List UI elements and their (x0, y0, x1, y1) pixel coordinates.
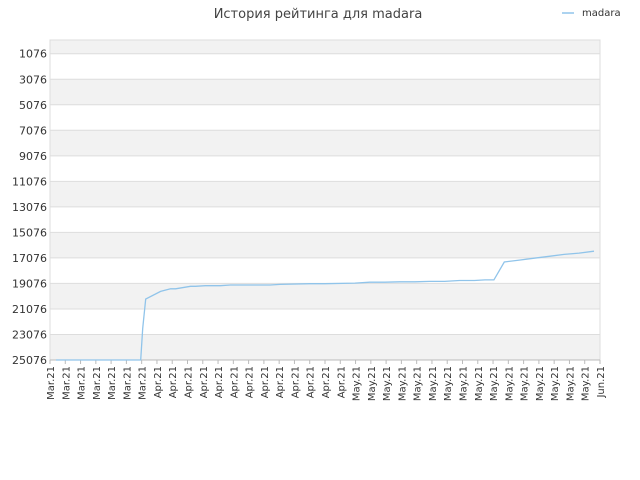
x-tick-label: Mar.21 (77, 366, 88, 400)
grid-band (50, 130, 600, 156)
x-tick-label: May.21 (565, 366, 576, 401)
y-tick-label: 23076 (12, 328, 47, 341)
grid-band (50, 40, 600, 54)
y-tick-label: 5076 (19, 99, 47, 112)
y-tick-label: 19076 (12, 277, 47, 290)
grid-band (50, 181, 600, 207)
grid-band (50, 334, 600, 360)
x-tick-label: May.21 (520, 366, 531, 401)
x-tick-label: Apr.21 (184, 366, 195, 398)
y-tick-label: 9076 (19, 150, 47, 163)
y-tick-label: 25076 (12, 354, 47, 367)
x-tick-label: Apr.21 (199, 366, 210, 398)
y-axis: 1076 3076 5076 7076 9076 11076 13076 15076 17076… (12, 48, 47, 367)
legend[interactable]: madara (562, 8, 621, 19)
x-tick-label: Apr.21 (260, 366, 271, 398)
x-tick-label: Apr.21 (153, 366, 164, 398)
background-bands (50, 40, 600, 360)
chart-title: История рейтинга для madara (214, 7, 423, 22)
series-lines (56, 250, 595, 361)
x-tick-label: May.21 (367, 366, 378, 401)
x-tick-label: Mar.21 (138, 366, 149, 400)
y-tick-label: 11076 (12, 175, 47, 188)
series-line-madara (56, 250, 595, 361)
x-tick-label: Mar.21 (61, 366, 72, 400)
x-tick-label: Apr.21 (168, 366, 179, 398)
x-tick-label: Mar.21 (107, 366, 118, 400)
x-tick-label: May.21 (397, 366, 408, 401)
x-tick-label: May.21 (489, 366, 500, 401)
x-tick-label: Jun.21 (596, 366, 607, 399)
y-tick-label: 17076 (12, 252, 47, 265)
x-tick-label: May.21 (581, 366, 592, 401)
x-tick-label: May.21 (413, 366, 424, 401)
x-tick-label: May.21 (474, 366, 485, 401)
x-axis: Mar.21 Mar.21 Mar.21 Mar.21 Mar.21 Mar.21 Mar.… (46, 360, 607, 401)
x-tick-label: Mar.21 (92, 366, 103, 400)
x-tick-label: Apr.21 (321, 366, 332, 398)
x-tick-label: Apr.21 (275, 366, 286, 398)
grid-band (50, 283, 600, 309)
x-tick-label: Apr.21 (245, 366, 256, 398)
x-tick-label: May.21 (428, 366, 439, 401)
x-tick-label: May.21 (352, 366, 363, 401)
x-tick-label: Apr.21 (229, 366, 240, 398)
y-tick-label: 7076 (19, 124, 47, 137)
y-tick-label: 3076 (19, 73, 47, 86)
x-tick-label: May.21 (459, 366, 470, 401)
y-tick-label: 21076 (12, 303, 47, 316)
x-tick-label: May.21 (504, 366, 515, 401)
x-tick-label: Apr.21 (306, 366, 317, 398)
grid-band (50, 79, 600, 105)
x-tick-label: Mar.21 (122, 366, 133, 400)
x-tick-label: May.21 (535, 366, 546, 401)
x-tick-label: May.21 (443, 366, 454, 401)
x-tick-label: Apr.21 (336, 366, 347, 398)
x-tick-label: Apr.21 (214, 366, 225, 398)
grid-band (50, 232, 600, 258)
legend-label-madara: madara (582, 8, 621, 19)
x-tick-label: Apr.21 (290, 366, 301, 398)
y-tick-label: 1076 (19, 48, 47, 61)
x-tick-label: Mar.21 (46, 366, 57, 400)
y-tick-label: 13076 (12, 201, 47, 214)
y-tick-label: 15076 (12, 226, 47, 239)
x-tick-label: May.21 (550, 366, 561, 401)
x-tick-label: May.21 (382, 366, 393, 401)
